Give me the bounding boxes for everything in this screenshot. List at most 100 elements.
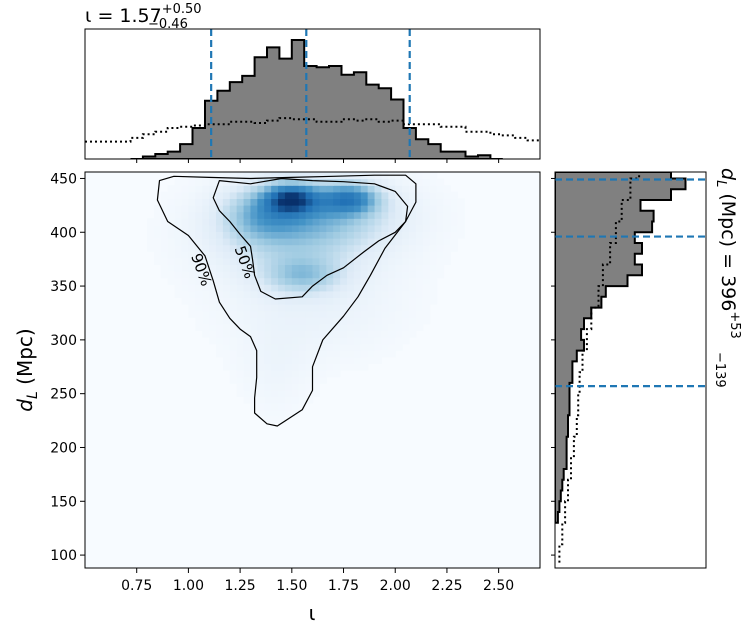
density-cell <box>353 198 362 206</box>
density-cell <box>340 257 348 265</box>
density-cell <box>278 297 286 305</box>
density-cell <box>264 231 272 239</box>
density-cell <box>381 297 389 305</box>
density-cell <box>346 211 355 219</box>
density-cell <box>278 416 286 424</box>
density-cell <box>243 205 252 213</box>
density-cell <box>312 284 320 292</box>
density-cell <box>312 370 320 378</box>
density-cell <box>257 290 265 298</box>
density-cell <box>236 218 245 226</box>
density-cell <box>340 343 348 351</box>
density-cell <box>222 238 231 246</box>
density-cell <box>271 205 279 213</box>
density-cell <box>222 323 231 331</box>
density-cell <box>195 172 203 180</box>
density-cell <box>229 290 238 298</box>
density-cell <box>381 211 389 219</box>
density-cell <box>353 185 362 193</box>
density-cell <box>402 337 410 345</box>
density-cell <box>374 264 383 272</box>
density-cell <box>243 238 252 246</box>
density-cell <box>409 277 417 285</box>
density-cell <box>195 317 203 325</box>
density-cell <box>271 304 279 312</box>
density-cell <box>319 218 327 226</box>
density-cell <box>353 363 362 371</box>
density-cell <box>298 383 307 391</box>
density-cell <box>340 297 348 305</box>
density-cell <box>409 244 417 252</box>
density-cell <box>264 409 272 417</box>
density-cell <box>188 290 196 298</box>
density-cell <box>326 290 334 298</box>
density-cell <box>174 205 183 213</box>
density-cell <box>374 323 383 331</box>
density-cell <box>291 264 300 272</box>
density-cell <box>236 363 245 371</box>
contour-50-percent <box>212 177 409 300</box>
density-cell <box>367 238 376 246</box>
density-cell <box>257 363 265 371</box>
dl-prior-line <box>558 172 645 563</box>
density-cell <box>147 238 155 246</box>
density-cell <box>333 337 341 345</box>
density-cell <box>236 290 245 298</box>
density-cell <box>415 224 424 232</box>
density-cell <box>360 304 369 312</box>
density-cell <box>422 317 431 325</box>
density-cell <box>415 257 424 265</box>
density-cell <box>209 257 217 265</box>
density-cell <box>229 224 238 232</box>
density-cell <box>374 191 383 199</box>
density-cell <box>340 271 348 279</box>
density-cell <box>312 383 320 391</box>
density-cell <box>284 290 293 298</box>
density-cell <box>395 198 403 206</box>
density-cell <box>436 244 445 252</box>
density-cell <box>422 277 431 285</box>
density-cell <box>153 257 162 265</box>
density-cell <box>229 363 238 371</box>
density-cell <box>326 185 334 193</box>
density-cell <box>353 337 362 345</box>
density-cell <box>388 337 396 345</box>
density-cell <box>395 337 403 345</box>
density-cell <box>257 297 265 305</box>
density-cell <box>305 343 314 351</box>
density-cell <box>415 218 424 226</box>
density-cell <box>284 317 293 325</box>
density-cell <box>167 198 176 206</box>
density-cell <box>257 191 265 199</box>
density-cell <box>181 284 190 292</box>
density-cell <box>174 271 183 279</box>
density-cell <box>181 238 190 246</box>
density-cell <box>360 244 369 252</box>
density-cell <box>298 198 307 206</box>
density-cell <box>264 251 272 259</box>
density-cell <box>360 310 369 318</box>
density-cell <box>236 330 245 338</box>
density-cell <box>271 257 279 265</box>
density-cell <box>236 350 245 358</box>
density-cell <box>436 185 445 193</box>
density-cell <box>278 224 286 232</box>
density-cell <box>409 172 417 180</box>
density-cell <box>278 290 286 298</box>
density-cell <box>402 284 410 292</box>
density-cell <box>298 317 307 325</box>
density-cell <box>222 218 231 226</box>
density-cell <box>415 271 424 279</box>
density-cell <box>222 244 231 252</box>
density-cell <box>181 297 190 305</box>
density-cell <box>264 257 272 265</box>
density-cell <box>360 218 369 226</box>
density-cell <box>298 363 307 371</box>
density-cell <box>326 370 334 378</box>
density-cell <box>153 205 162 213</box>
density-cell <box>215 317 224 325</box>
density-cell <box>167 244 176 252</box>
density-cell <box>312 264 320 272</box>
density-cell <box>250 238 258 246</box>
density-cell <box>291 304 300 312</box>
